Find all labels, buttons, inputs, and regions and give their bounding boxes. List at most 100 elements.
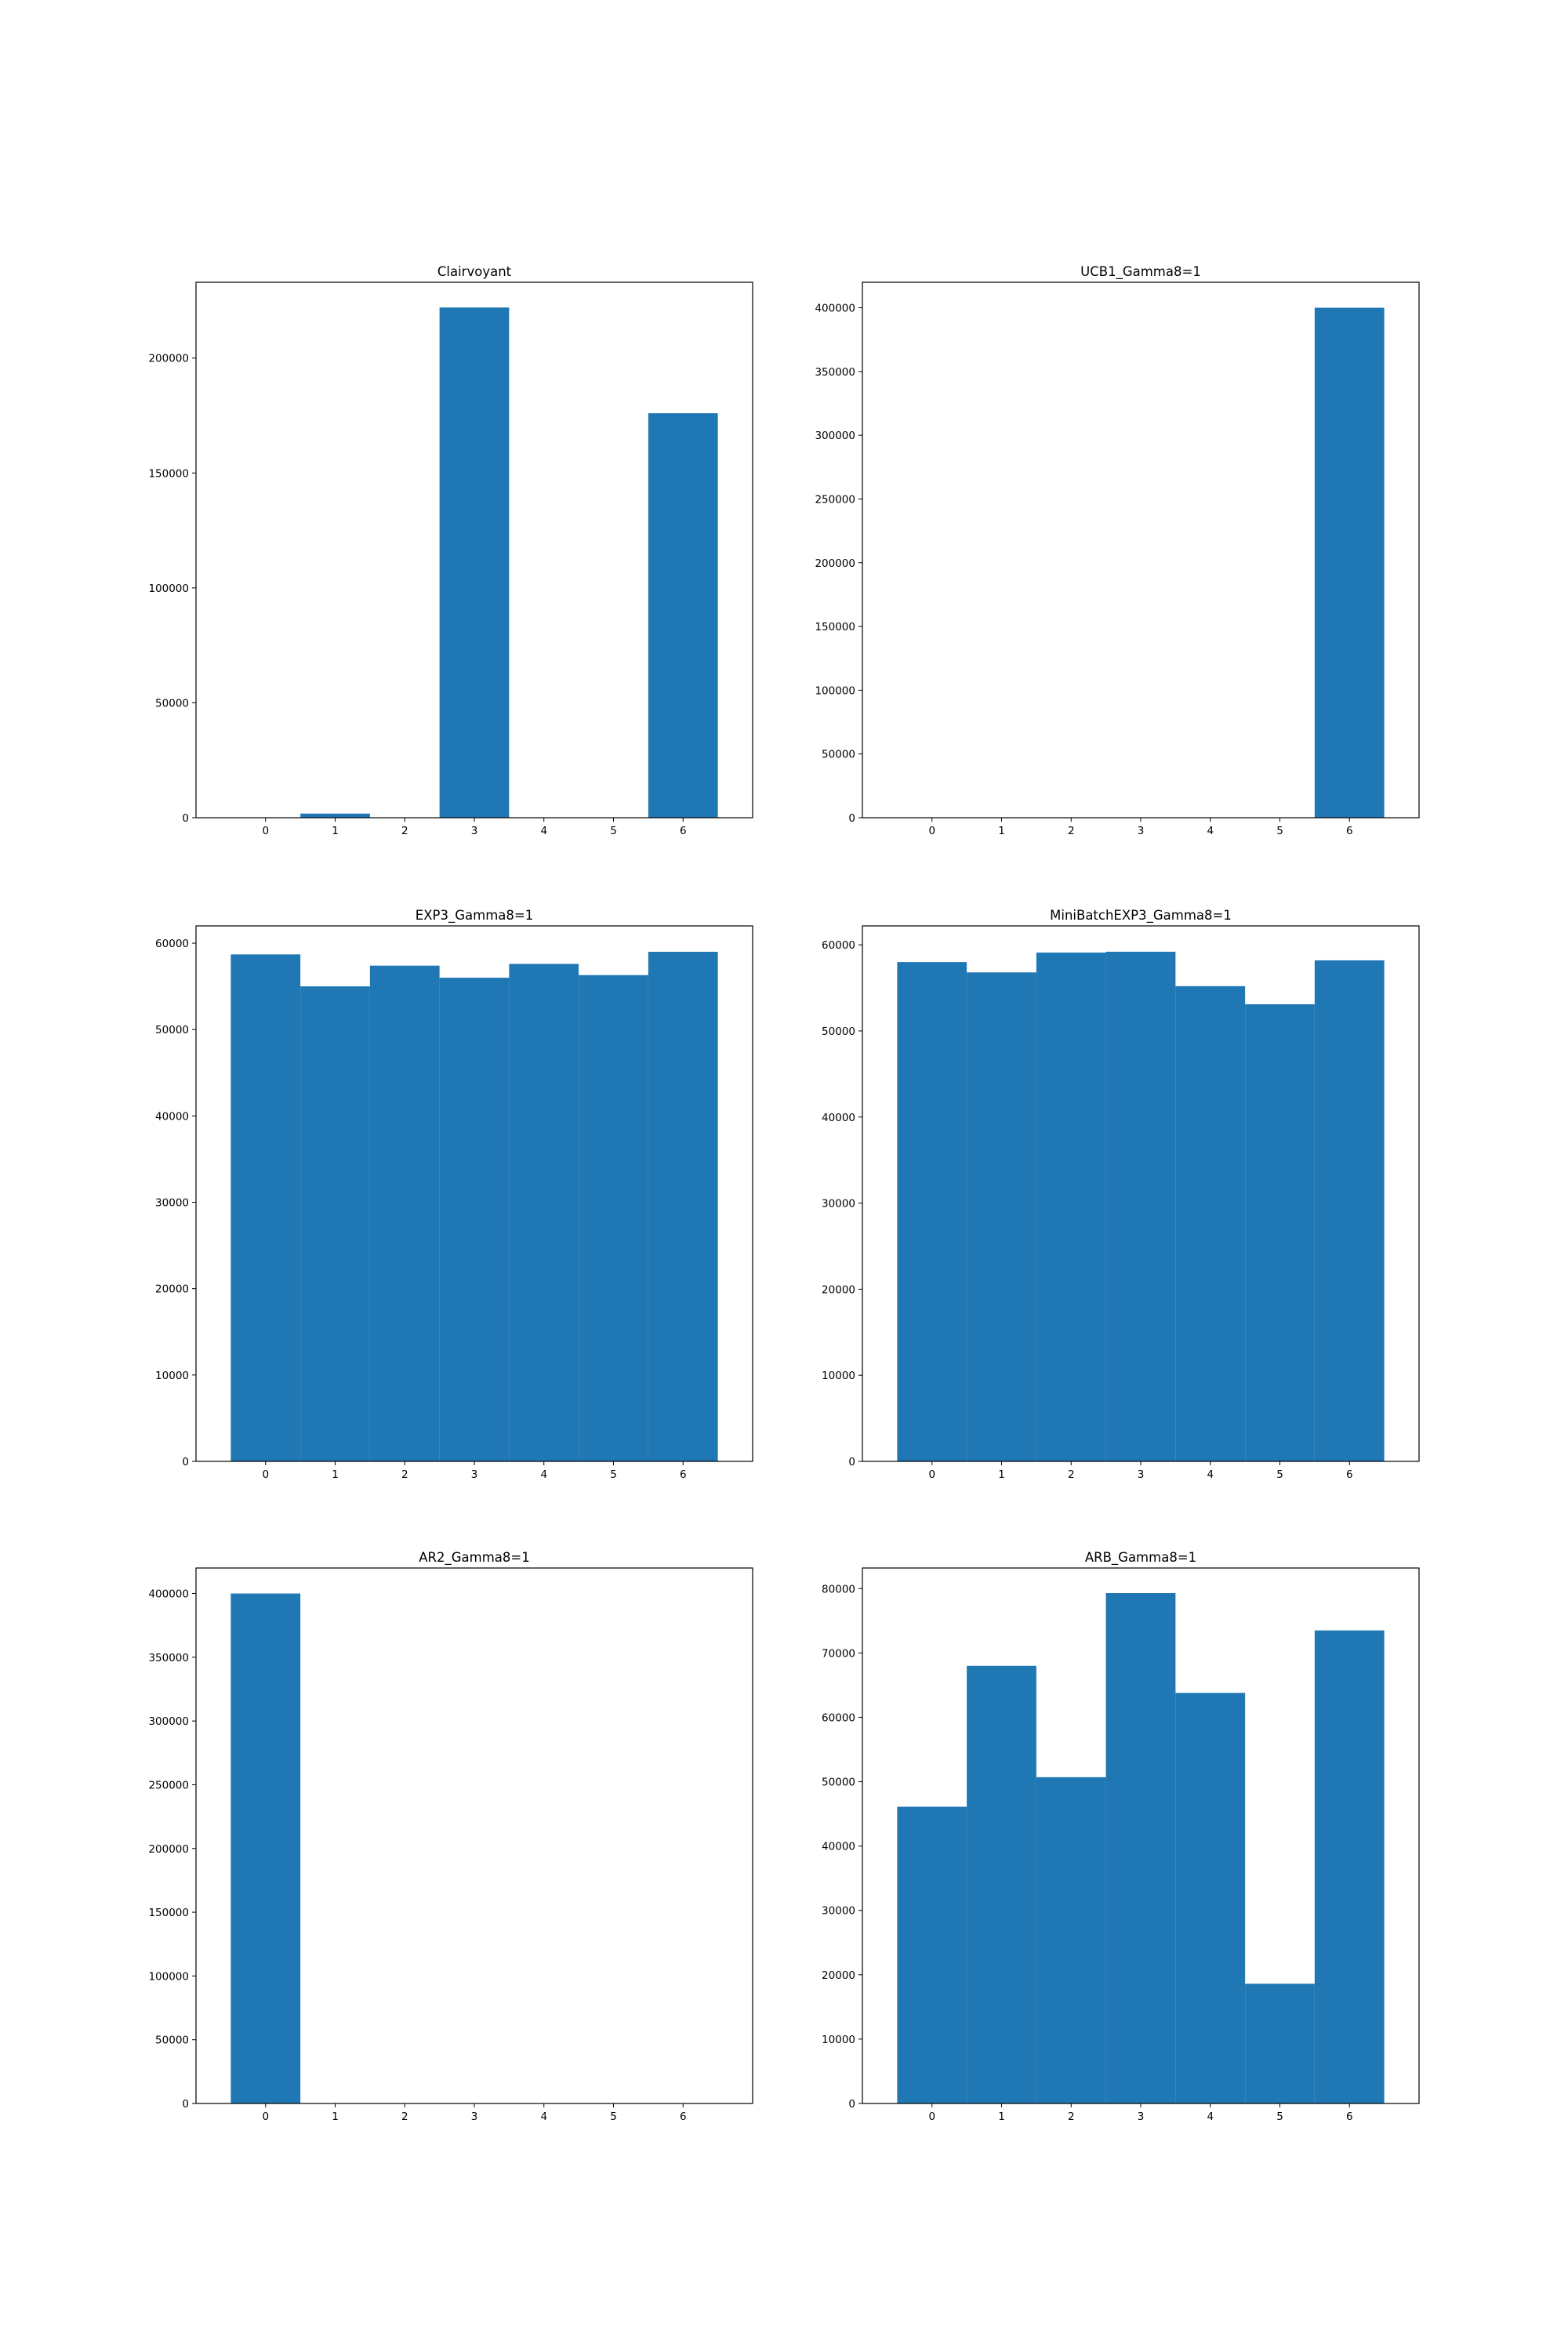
y-tick-label: 0 [848,812,855,825]
y-tick-label: 50000 [155,2034,189,2047]
bar-0 [897,1806,967,2103]
bar-6 [1314,307,1385,818]
x-tick-label: 6 [680,1468,687,1481]
bar-4 [1175,1693,1246,2103]
y-tick-label: 100000 [148,583,189,595]
x-tick-label: 1 [998,2111,1005,2123]
bar-4 [1175,985,1246,1461]
y-tick-label: 30000 [822,1905,855,1918]
bar-0 [897,962,967,1461]
y-tick-label: 150000 [148,467,189,480]
y-tick-label: 60000 [155,938,189,950]
y-tick-label: 200000 [815,557,855,570]
x-tick-label: 4 [1207,2111,1214,2123]
x-tick-label: 3 [1138,2111,1145,2123]
bar-1 [967,1665,1036,2103]
chart-title: ARB_Gamma8=1 [1085,1550,1196,1566]
y-tick-label: 200000 [148,1843,189,1856]
chart-panel-2: EXP3_Gamma8=1 0 1 2 3 4 5 6 0 10000 20000 30000 4000… [155,908,753,1481]
chart-title: UCB1_Gamma8=1 [1080,264,1201,280]
y-tick-label: 350000 [148,1652,189,1664]
x-tick-label: 5 [1276,2111,1283,2123]
chart-panel-3: MiniBatchEXP3_Gamma8=1 0 1 2 3 4 5 6 0 10000 20000… [822,908,1420,1481]
y-tick-label: 0 [848,1456,855,1468]
bar-6 [1314,960,1385,1461]
x-tick-label: 0 [928,825,935,837]
bar-3 [439,307,510,818]
bar-0 [230,954,301,1461]
y-tick-label: 300000 [148,1715,189,1728]
y-tick-label: 0 [848,2098,855,2111]
y-tick-label: 350000 [815,366,855,379]
x-tick-label: 4 [540,825,547,837]
bar-6 [648,413,718,818]
x-tick-label: 4 [540,2111,547,2123]
y-tick-label: 150000 [815,621,855,633]
y-tick-label: 250000 [815,493,855,506]
bar-2 [1036,953,1106,1461]
y-tick-label: 250000 [148,1779,189,1791]
y-tick-label: 20000 [822,1969,855,1982]
y-tick-label: 40000 [155,1110,189,1123]
x-tick-label: 6 [1346,825,1353,837]
x-tick-label: 0 [262,2111,269,2123]
x-tick-label: 4 [540,1468,547,1481]
x-tick-label: 3 [471,2111,478,2123]
chart-title: EXP3_Gamma8=1 [416,908,533,924]
x-tick-label: 1 [998,825,1005,837]
y-tick-label: 60000 [822,1711,855,1724]
x-tick-label: 6 [1346,1468,1353,1481]
x-tick-label: 0 [262,1468,269,1481]
y-tick-label: 50000 [822,1777,855,1789]
y-tick-label: 20000 [155,1283,189,1296]
bar-4 [509,964,579,1461]
y-tick-label: 100000 [148,1970,189,1983]
x-tick-label: 1 [332,825,339,837]
y-tick-label: 10000 [822,1370,855,1382]
x-tick-label: 5 [610,1468,617,1481]
chart-panel-4: AR2_Gamma8=1 0 1 2 3 4 5 6 0 50000 100000 150000 200… [148,1550,753,2123]
bar-1 [300,813,370,818]
x-tick-label: 4 [1207,1468,1214,1481]
y-tick-label: 30000 [822,1198,855,1210]
x-tick-label: 2 [1068,825,1075,837]
x-tick-label: 3 [1138,825,1145,837]
y-tick-label: 60000 [822,939,855,952]
bar-2 [1036,1777,1106,2103]
y-tick-label: 300000 [815,430,855,442]
y-tick-label: 40000 [822,1112,855,1124]
y-tick-label: 100000 [815,684,855,697]
y-tick-label: 50000 [822,749,855,761]
x-tick-label: 5 [1276,825,1283,837]
y-tick-label: 30000 [155,1197,189,1210]
bar-5 [1245,1984,1315,2103]
bar-6 [1314,1630,1385,2103]
x-tick-label: 6 [680,825,687,837]
x-tick-label: 2 [401,1468,408,1481]
y-tick-label: 80000 [822,1583,855,1595]
x-tick-label: 3 [1138,1468,1145,1481]
bar-3 [1105,1593,1176,2103]
bar-6 [648,952,718,1461]
x-tick-label: 0 [928,2111,935,2123]
x-tick-label: 4 [1207,825,1214,837]
chart-title: MiniBatchEXP3_Gamma8=1 [1050,908,1232,924]
chart-panel-5: ARB_Gamma8=1 0 1 2 3 4 5 6 0 10000 20000 30000 40000… [822,1550,1420,2123]
bar-1 [967,972,1036,1461]
y-tick-label: 150000 [148,1907,189,1919]
bar-3 [439,978,510,1461]
y-tick-label: 50000 [822,1025,855,1038]
y-tick-label: 200000 [148,353,189,365]
y-tick-label: 400000 [148,1588,189,1601]
x-tick-label: 2 [1068,2111,1075,2123]
x-tick-label: 5 [610,825,617,837]
y-tick-label: 40000 [822,1841,855,1853]
bar-5 [579,975,648,1461]
x-tick-label: 1 [332,2111,339,2123]
x-tick-label: 1 [998,1468,1005,1481]
bar-0 [230,1593,301,2103]
x-tick-label: 6 [1346,2111,1353,2123]
y-tick-label: 50000 [155,697,189,710]
